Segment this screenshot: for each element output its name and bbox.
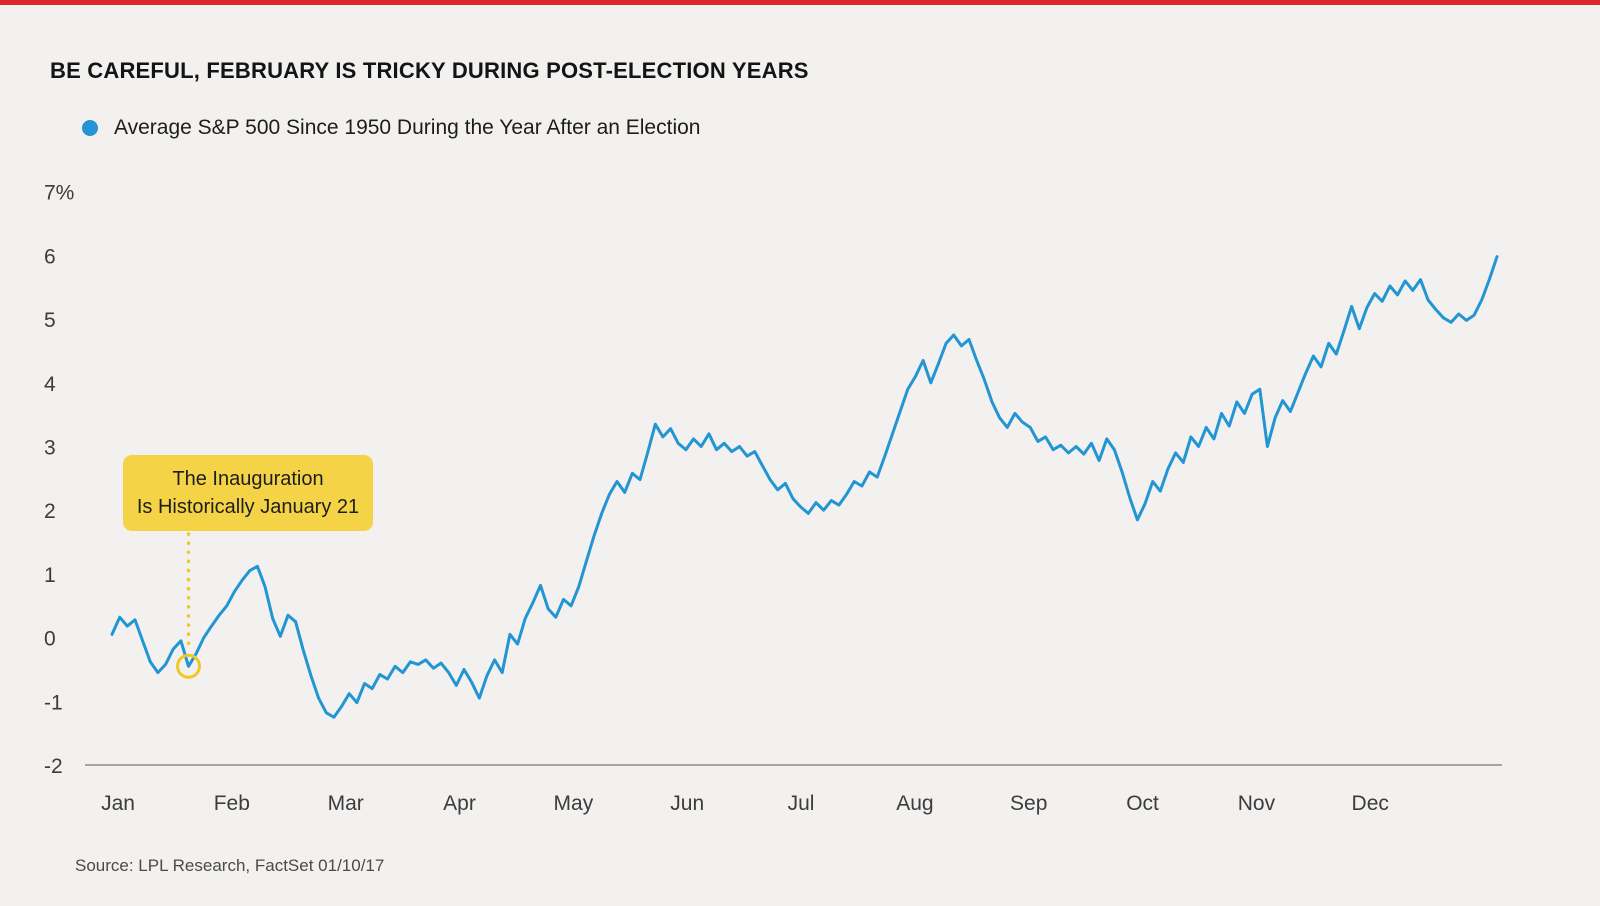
y-tick-label: 2 bbox=[44, 500, 56, 523]
top-accent-bar bbox=[0, 0, 1600, 5]
y-tick-label: -2 bbox=[44, 755, 63, 778]
x-tick-label: May bbox=[554, 792, 594, 815]
annotation-target-circle bbox=[176, 653, 202, 679]
annotation-line1: The Inauguration bbox=[172, 468, 324, 490]
chart-title: BE CAREFUL, FEBRUARY IS TRICKY DURING PO… bbox=[50, 58, 809, 83]
source-note: Source: LPL Research, FactSet 01/10/17 bbox=[75, 856, 385, 875]
annotation-callout: The Inauguration Is Historically January… bbox=[123, 455, 373, 531]
x-tick-label: Oct bbox=[1126, 792, 1159, 815]
y-tick-label: -1 bbox=[44, 691, 63, 714]
x-tick-label: Jun bbox=[670, 792, 704, 815]
y-tick-label: 3 bbox=[44, 437, 56, 460]
y-tick-label: 7% bbox=[44, 182, 74, 205]
x-tick-label: Nov bbox=[1238, 792, 1276, 815]
y-tick-label: 4 bbox=[44, 373, 56, 396]
y-tick-label: 0 bbox=[44, 628, 56, 651]
legend: Average S&P 500 Since 1950 During the Ye… bbox=[82, 116, 700, 140]
x-tick-label: Feb bbox=[214, 792, 250, 815]
annotation-line2: Is Historically January 21 bbox=[136, 496, 360, 518]
legend-label: Average S&P 500 Since 1950 During the Ye… bbox=[114, 116, 701, 139]
x-tick-label: Apr bbox=[443, 792, 476, 815]
legend-marker-icon bbox=[82, 120, 98, 136]
x-tick-label: Jul bbox=[788, 792, 815, 815]
x-tick-label: Mar bbox=[328, 792, 364, 815]
y-tick-label: 5 bbox=[44, 309, 56, 332]
y-tick-label: 1 bbox=[44, 564, 56, 587]
series-line bbox=[110, 255, 1499, 719]
y-tick-label: 6 bbox=[44, 245, 56, 268]
x-tick-label: Jan bbox=[101, 792, 135, 815]
x-tick-label: Dec bbox=[1352, 792, 1389, 815]
x-tick-label: Aug bbox=[896, 792, 933, 815]
x-tick-label: Sep bbox=[1010, 792, 1047, 815]
